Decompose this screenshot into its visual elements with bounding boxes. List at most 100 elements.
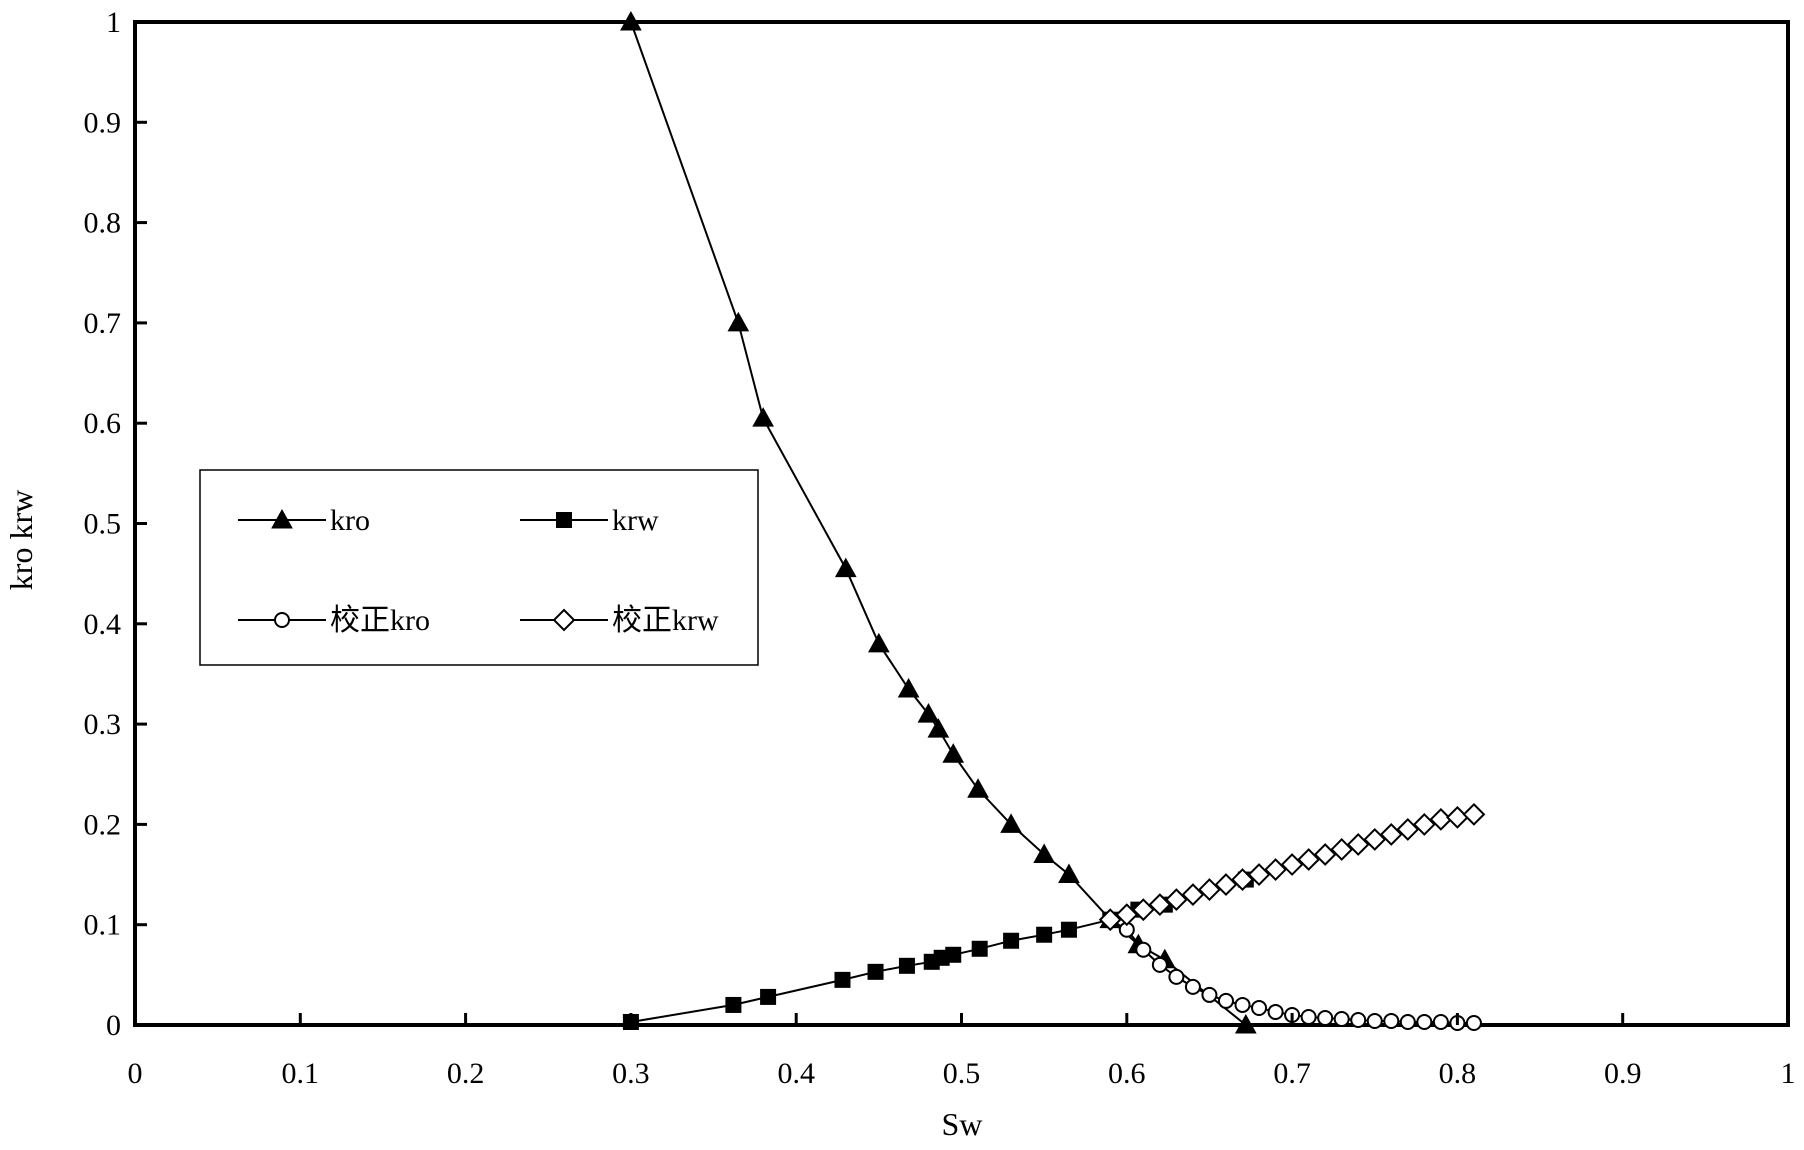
data-point (1383, 1012, 1400, 1029)
data-point (760, 988, 777, 1005)
legend-label: krw (612, 504, 659, 537)
data-point (1462, 802, 1486, 826)
data-point (1251, 999, 1268, 1016)
legend-label: 校正krw (612, 604, 719, 637)
data-point (1317, 1009, 1334, 1026)
data-point (1432, 1013, 1449, 1030)
legend: kro krw 校正kro 校正krw (199, 469, 759, 666)
legend-marker (556, 512, 572, 528)
x-axis-title: Sw (942, 1106, 983, 1142)
data-point (1151, 956, 1168, 973)
data-point (1164, 888, 1188, 912)
y-tick-label: 0.4 (84, 608, 122, 641)
legend-item: 校正krw (520, 604, 719, 637)
legend-marker (274, 612, 290, 628)
x-tick-label: 0.2 (447, 1057, 485, 1090)
data-point (1198, 878, 1221, 902)
x-tick-label: 0.9 (1604, 1057, 1642, 1090)
data-point (727, 311, 750, 332)
data-point (1033, 843, 1055, 863)
data-point (1201, 986, 1218, 1003)
data-point (1115, 903, 1139, 927)
data-point (1264, 858, 1287, 881)
x-axis-ticks: 0 0.1 0.2 0.3 0.4 0.5 0.6 0.7 0.8 0.9 1 (128, 1013, 1796, 1090)
data-point (1058, 863, 1080, 884)
data-point (971, 940, 988, 957)
series-4 (1098, 802, 1486, 932)
x-tick-label: 1 (1781, 1057, 1796, 1090)
x-tick-label: 0.8 (1439, 1057, 1477, 1090)
data-point (1098, 908, 1122, 932)
data-point (917, 703, 940, 723)
y-tick-label: 0.1 (84, 909, 122, 942)
legend-marker (552, 608, 576, 632)
data-point (967, 778, 989, 798)
legend-marker (271, 508, 293, 529)
data-point (1131, 898, 1155, 922)
series-layer (620, 10, 1486, 1034)
data-point (1465, 1014, 1482, 1031)
x-tick-label: 0.5 (943, 1057, 981, 1090)
y-tick-label: 0.8 (84, 207, 122, 240)
legend-item: kro (238, 504, 370, 537)
y-tick-label: 0.5 (84, 508, 122, 541)
data-point (1184, 978, 1201, 995)
y-tick-label: 1 (106, 6, 121, 39)
legend-items: kro krw 校正kro 校正krw (238, 504, 719, 637)
x-tick-label: 0.1 (282, 1057, 320, 1090)
y-tick-label: 0.7 (84, 307, 122, 340)
data-point (1399, 1013, 1416, 1030)
data-point (1350, 1011, 1367, 1028)
legend-label: 校正kro (330, 604, 430, 637)
data-point (834, 971, 851, 988)
data-point (1366, 1012, 1383, 1029)
data-point (1379, 823, 1403, 846)
data-point (620, 10, 642, 31)
data-point (1416, 1013, 1433, 1030)
x-tick-label: 0.7 (1273, 1057, 1311, 1090)
data-point (1247, 863, 1271, 886)
data-point (1168, 968, 1185, 985)
data-point (898, 957, 915, 974)
data-point (1396, 818, 1420, 841)
data-point (945, 946, 962, 963)
data-point (1060, 921, 1077, 938)
data-point (1135, 941, 1152, 958)
y-tick-label: 0 (106, 1009, 121, 1042)
data-point (834, 557, 857, 578)
data-point (1217, 992, 1234, 1009)
y-tick-label: 0.6 (84, 407, 122, 440)
y-axis-title: kro krw (3, 490, 39, 590)
data-point (1036, 926, 1053, 943)
y-tick-label: 0.2 (84, 808, 122, 841)
data-point (1333, 1010, 1350, 1027)
data-point (1214, 873, 1238, 896)
data-point (927, 718, 950, 738)
data-point (1003, 932, 1020, 949)
data-point (1313, 843, 1337, 866)
y-tick-label: 0.3 (84, 708, 122, 741)
data-point (1231, 868, 1254, 891)
data-point (897, 677, 920, 698)
data-point (725, 996, 742, 1013)
x-tick-label: 0 (128, 1057, 143, 1090)
x-tick-label: 0.4 (777, 1057, 815, 1090)
data-point (1181, 883, 1205, 907)
data-point (1280, 853, 1304, 876)
data-point (1412, 812, 1436, 836)
data-point (1297, 848, 1321, 871)
data-point (867, 963, 884, 980)
data-point (1234, 996, 1251, 1013)
data-point (752, 407, 774, 427)
x-tick-label: 0.3 (612, 1057, 650, 1090)
data-point (1234, 1013, 1257, 1034)
data-point (1330, 838, 1354, 861)
legend-box (199, 469, 759, 666)
y-axis-ticks: 0 0.1 0.2 0.3 0.4 0.5 0.6 0.7 0.8 0.9 1 (84, 6, 147, 1042)
data-point (868, 632, 890, 653)
data-point (1148, 893, 1172, 917)
legend-item: 校正kro (238, 604, 430, 637)
data-point (1363, 828, 1387, 851)
y-tick-label: 0.9 (84, 106, 122, 139)
